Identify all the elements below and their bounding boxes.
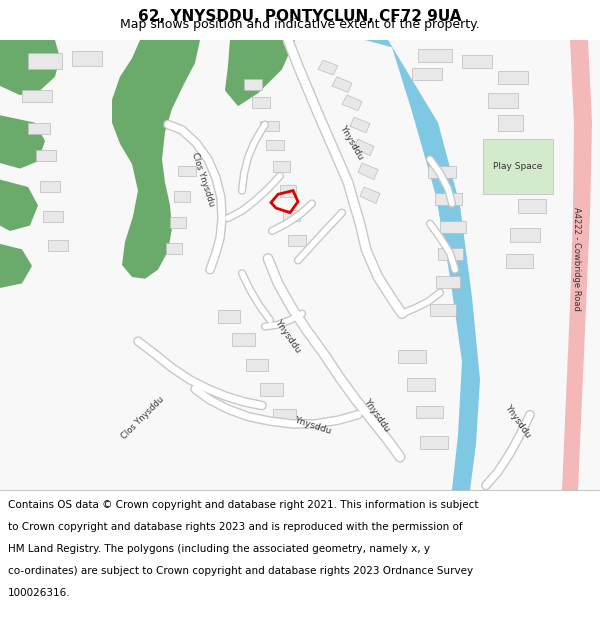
Text: HM Land Registry. The polygons (including the associated geometry, namely x, y: HM Land Registry. The polygons (includin… <box>8 544 430 554</box>
Polygon shape <box>273 161 290 172</box>
Polygon shape <box>412 69 442 81</box>
Polygon shape <box>510 228 540 242</box>
Polygon shape <box>420 436 448 449</box>
Polygon shape <box>350 117 370 132</box>
Polygon shape <box>562 40 592 490</box>
Polygon shape <box>483 139 553 194</box>
Polygon shape <box>428 166 456 177</box>
Polygon shape <box>0 115 45 169</box>
Polygon shape <box>498 71 528 84</box>
Polygon shape <box>225 40 295 106</box>
Text: to Crown copyright and database rights 2023 and is reproduced with the permissio: to Crown copyright and database rights 2… <box>8 522 463 532</box>
Text: Contains OS data © Crown copyright and database right 2021. This information is : Contains OS data © Crown copyright and d… <box>8 500 479 510</box>
Polygon shape <box>246 359 268 371</box>
Polygon shape <box>244 79 262 89</box>
Polygon shape <box>22 89 52 102</box>
Polygon shape <box>516 171 546 185</box>
Polygon shape <box>0 40 60 95</box>
Polygon shape <box>488 93 518 108</box>
Polygon shape <box>72 51 102 66</box>
Polygon shape <box>40 181 60 192</box>
Polygon shape <box>0 244 32 288</box>
Polygon shape <box>354 139 374 156</box>
Text: Clos Ynysddu: Clos Ynysddu <box>190 151 216 208</box>
Text: 100026316.: 100026316. <box>8 588 71 598</box>
Text: 62, YNYSDDU, PONTYCLUN, CF72 9UA: 62, YNYSDDU, PONTYCLUN, CF72 9UA <box>138 9 462 24</box>
Polygon shape <box>280 185 296 197</box>
Polygon shape <box>436 276 460 288</box>
Polygon shape <box>518 199 546 212</box>
Polygon shape <box>342 95 362 111</box>
Text: Ynysddu: Ynysddu <box>362 396 392 433</box>
Text: Ynysddu: Ynysddu <box>338 124 365 162</box>
Text: Clos Ynysddu: Clos Ynysddu <box>120 395 166 441</box>
Polygon shape <box>36 150 56 161</box>
Polygon shape <box>430 304 456 316</box>
Text: Ynysddu: Ynysddu <box>274 318 302 354</box>
Polygon shape <box>506 254 533 268</box>
Polygon shape <box>288 235 306 246</box>
Polygon shape <box>273 409 296 422</box>
Text: Ynysddu: Ynysddu <box>503 403 533 439</box>
Polygon shape <box>365 40 480 490</box>
Polygon shape <box>358 163 378 179</box>
Polygon shape <box>283 210 300 221</box>
Polygon shape <box>416 406 443 418</box>
Polygon shape <box>166 243 182 254</box>
Polygon shape <box>418 49 452 62</box>
Polygon shape <box>407 378 435 391</box>
Polygon shape <box>43 211 63 222</box>
Text: Play Space: Play Space <box>493 162 542 171</box>
Polygon shape <box>332 77 352 92</box>
Polygon shape <box>252 97 270 108</box>
Polygon shape <box>260 384 283 396</box>
Polygon shape <box>498 115 523 131</box>
Polygon shape <box>178 166 196 176</box>
Polygon shape <box>28 53 62 69</box>
Polygon shape <box>435 193 462 205</box>
Text: Map shows position and indicative extent of the property.: Map shows position and indicative extent… <box>120 18 480 31</box>
Polygon shape <box>438 249 463 261</box>
Polygon shape <box>232 333 255 346</box>
Polygon shape <box>170 217 186 228</box>
Polygon shape <box>318 60 338 75</box>
Polygon shape <box>28 122 50 134</box>
Polygon shape <box>48 240 68 251</box>
Polygon shape <box>508 145 538 158</box>
Polygon shape <box>266 140 284 150</box>
Polygon shape <box>0 179 38 231</box>
Polygon shape <box>398 351 426 363</box>
Polygon shape <box>174 191 190 202</box>
Polygon shape <box>360 187 380 204</box>
Polygon shape <box>440 221 466 233</box>
Text: co-ordinates) are subject to Crown copyright and database rights 2023 Ordnance S: co-ordinates) are subject to Crown copyr… <box>8 566 473 576</box>
Text: Ynysddu: Ynysddu <box>293 416 332 436</box>
Polygon shape <box>260 121 279 131</box>
Polygon shape <box>112 40 200 279</box>
Text: A4222 - Cowbridge Road: A4222 - Cowbridge Road <box>571 207 581 311</box>
Polygon shape <box>218 310 240 323</box>
Polygon shape <box>462 55 492 68</box>
